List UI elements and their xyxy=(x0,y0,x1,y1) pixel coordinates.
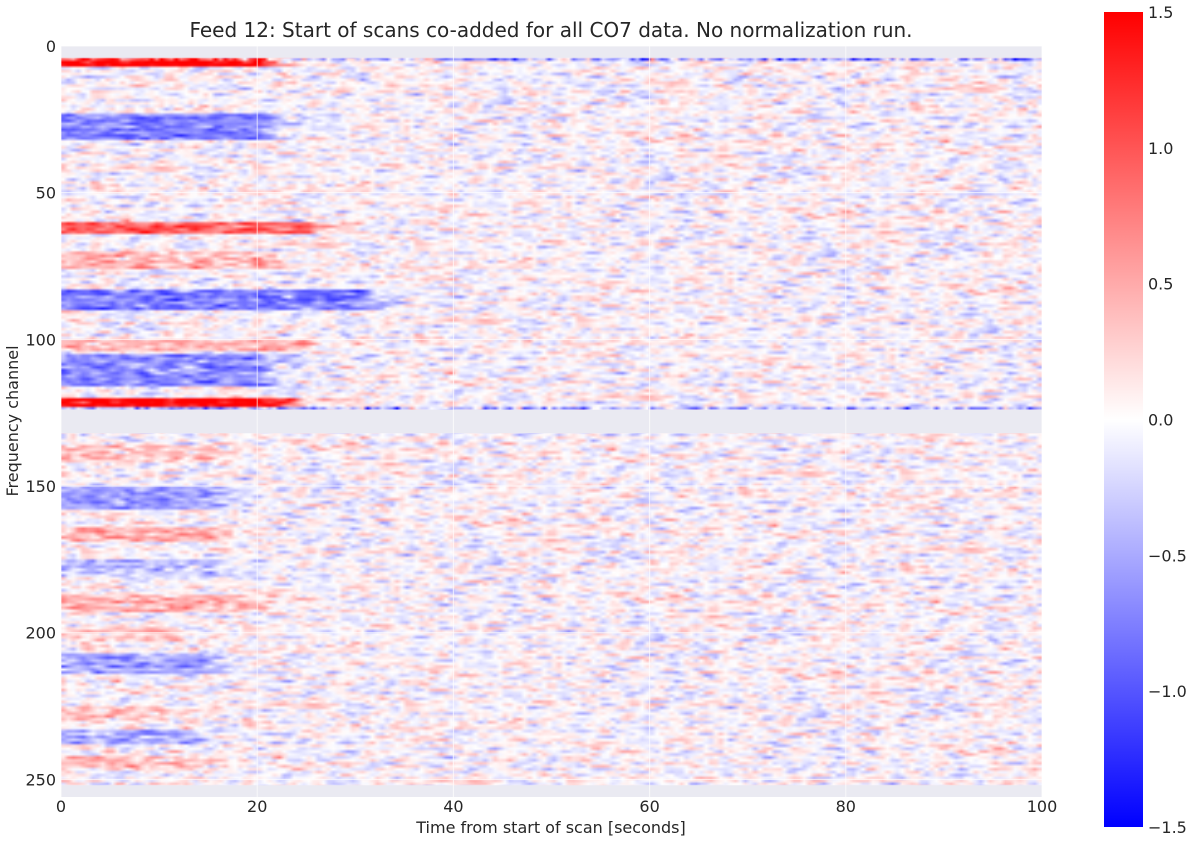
masked-band-2 xyxy=(61,785,1042,797)
colorbar-tick-label: −1.5 xyxy=(1148,818,1187,837)
colorbar-tick-label: 1.0 xyxy=(1148,139,1173,158)
x-tick-label: 40 xyxy=(443,797,463,816)
x-tick-label: 80 xyxy=(836,797,856,816)
x-tick-label: 20 xyxy=(247,797,267,816)
colorbar-tick-label: 0.0 xyxy=(1148,411,1173,430)
x-axis-label: Time from start of scan [seconds] xyxy=(415,818,685,837)
x-tick-label: 100 xyxy=(1027,797,1058,816)
y-axis-label: Frequency channel xyxy=(3,345,22,496)
y-tick-label: 150 xyxy=(25,477,56,496)
colorbar-gradient xyxy=(1104,12,1143,827)
colorbar-ticks: 1.5 1.0 0.5 0.0 −0.5 −1.0 −1.5 xyxy=(1148,3,1187,837)
y-tick-label: 200 xyxy=(25,624,56,643)
y-tick-label: 250 xyxy=(25,770,56,789)
y-axis-ticks: 0 50 100 150 200 250 xyxy=(25,37,56,789)
y-tick-label: 0 xyxy=(46,37,56,56)
colorbar-tick-label: 0.5 xyxy=(1148,275,1173,294)
y-tick-label: 50 xyxy=(36,184,56,203)
masked-channel-bands xyxy=(61,46,1042,797)
y-tick-label: 100 xyxy=(25,330,56,349)
masked-band-0 xyxy=(61,46,1042,58)
grid-lines xyxy=(60,45,1043,797)
chart-title: Feed 12: Start of scans co-added for all… xyxy=(189,18,912,42)
colorbar-tick-label: 1.5 xyxy=(1148,3,1173,22)
colorbar-tick-label: −0.5 xyxy=(1148,546,1187,565)
plot-area xyxy=(60,45,1043,797)
colorbar-tick-label: −1.0 xyxy=(1148,682,1187,701)
x-tick-label: 0 xyxy=(56,797,66,816)
masked-band-1 xyxy=(61,409,1042,434)
x-tick-label: 60 xyxy=(639,797,659,816)
colorbar: 1.5 1.0 0.5 0.0 −0.5 −1.0 −1.5 xyxy=(1104,3,1187,837)
x-axis-ticks: 0 20 40 60 80 100 xyxy=(56,797,1057,816)
